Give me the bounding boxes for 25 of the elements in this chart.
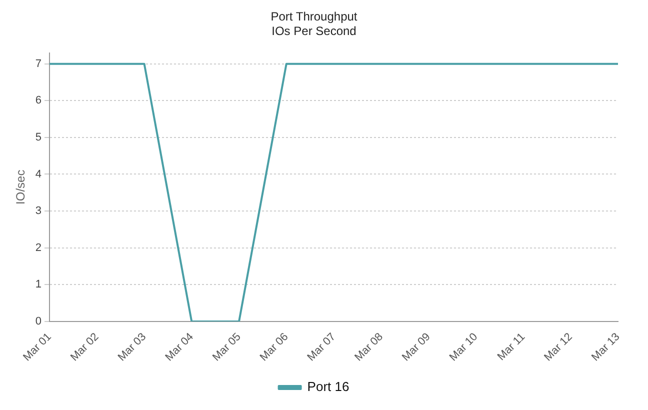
y-tick-label: 7 bbox=[35, 58, 42, 70]
chart-subtitle: IOs Per Second bbox=[272, 24, 356, 38]
x-tick-label: Mar 12 bbox=[542, 330, 575, 364]
y-tick-label: 0 bbox=[35, 315, 42, 328]
x-tick-label: Mar 03 bbox=[116, 330, 149, 364]
x-tick-label: Mar 02 bbox=[68, 330, 102, 364]
x-tick-label: Mar 08 bbox=[352, 330, 386, 364]
x-tick-label: Mar 11 bbox=[495, 330, 528, 364]
y-tick-label: 5 bbox=[35, 131, 42, 144]
x-tick-label: Mar 10 bbox=[447, 330, 480, 364]
x-tick-label: Mar 07 bbox=[305, 330, 338, 364]
x-tick-label: Mar 05 bbox=[210, 330, 244, 364]
x-tick-label: Mar 06 bbox=[258, 330, 291, 364]
y-tick-label: 6 bbox=[35, 94, 42, 107]
legend-label: Port 16 bbox=[307, 379, 350, 394]
y-tick-label: 1 bbox=[35, 278, 42, 291]
x-tick-label: Mar 01 bbox=[21, 330, 54, 364]
y-tick-label: 3 bbox=[35, 205, 42, 218]
x-tick-label: Mar 04 bbox=[163, 330, 196, 364]
x-tick-label: Mar 13 bbox=[590, 330, 622, 364]
y-tick-label: 4 bbox=[35, 168, 42, 180]
chart-title: Port Throughput bbox=[270, 10, 358, 24]
y-axis-title: IO/sec bbox=[14, 170, 28, 204]
x-tick-label: Mar 09 bbox=[400, 330, 433, 364]
y-tick-label: 2 bbox=[35, 242, 42, 254]
